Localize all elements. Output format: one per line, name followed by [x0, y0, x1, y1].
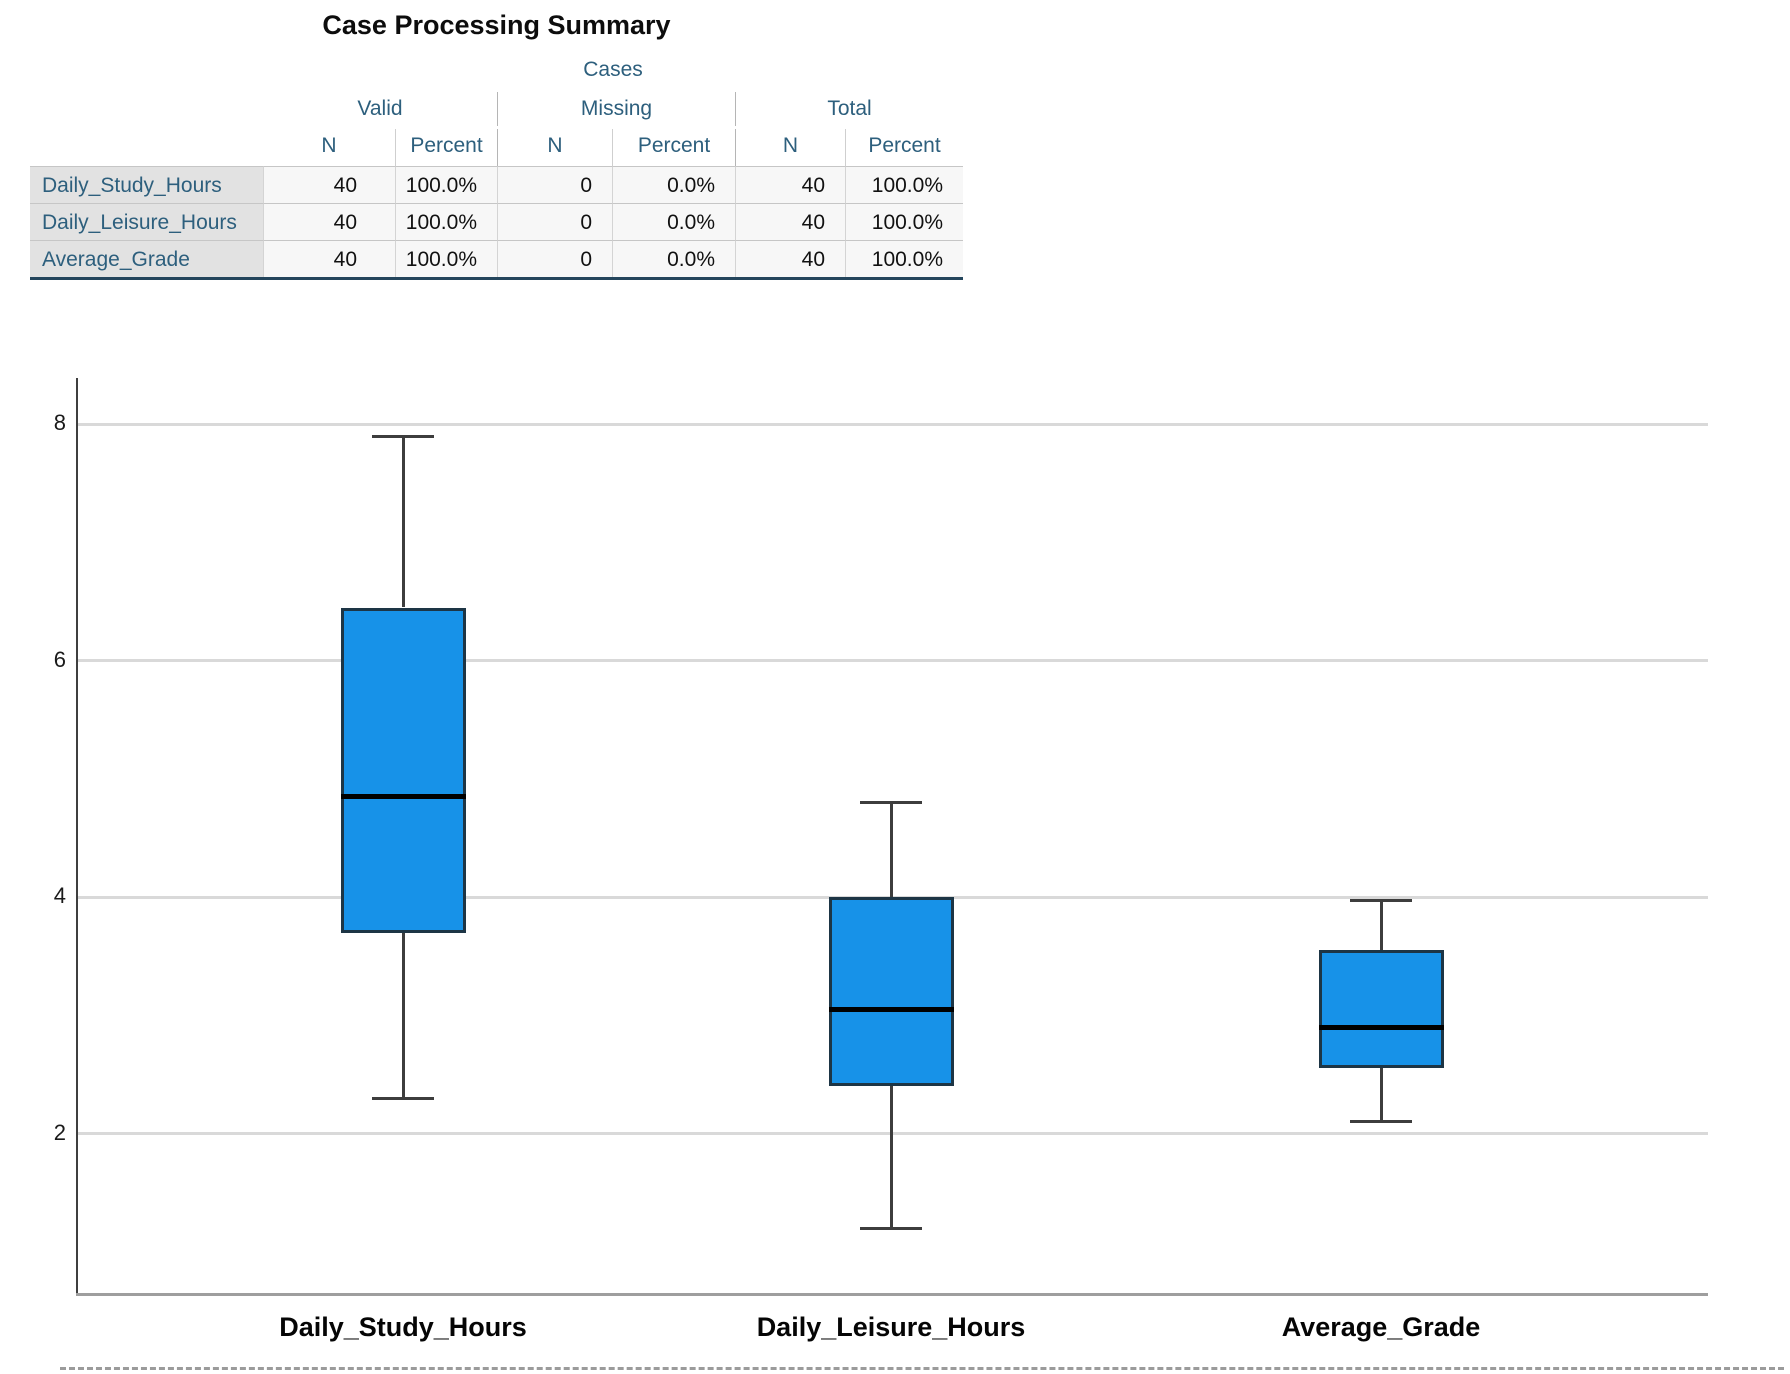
- column-group-missing: Missing: [497, 92, 735, 126]
- output-selection-border: [60, 1367, 1784, 1370]
- iqr-box-Daily_Leisure_Hours: [828, 897, 954, 1087]
- column-header-total-percent: Percent: [845, 129, 963, 170]
- table-cell: 100.0%: [395, 240, 497, 277]
- whisker-cap-top: [1350, 899, 1412, 903]
- column-header-missing-n: N: [497, 129, 612, 170]
- column-header-total-n: N: [735, 129, 845, 170]
- table-cell: 40: [735, 166, 845, 203]
- table-cell: 0.0%: [612, 203, 735, 240]
- column-group-total: Total: [735, 92, 963, 126]
- x-category-label: Daily_Study_Hours: [279, 1312, 527, 1342]
- table-cell: 100.0%: [845, 166, 963, 203]
- whisker-top: [402, 436, 405, 608]
- table-cell: 0: [497, 203, 612, 240]
- median-line: [1318, 1024, 1444, 1030]
- gridline: [77, 422, 1708, 426]
- table-row-label: Daily_Leisure_Hours: [30, 203, 263, 240]
- x-category-label: Daily_Leisure_Hours: [756, 1312, 1026, 1342]
- table-cell: 40: [263, 166, 395, 203]
- whisker-top: [1380, 900, 1383, 951]
- table-cell: 0.0%: [612, 166, 735, 203]
- y-tick-label: 8: [53, 410, 66, 436]
- table-cell: 100.0%: [395, 203, 497, 240]
- whisker-bottom: [402, 932, 405, 1099]
- y-tick-label: 6: [53, 646, 66, 672]
- table-corner-cell: [30, 129, 263, 170]
- gridline: [77, 659, 1708, 663]
- x-category-label: Average_Grade: [1281, 1312, 1481, 1342]
- whisker-cap-bottom: [372, 1096, 434, 1100]
- median-line: [828, 1006, 954, 1012]
- table-row-label: Daily_Study_Hours: [30, 166, 263, 203]
- table-cell: 40: [263, 203, 395, 240]
- table-cell: 0: [497, 166, 612, 203]
- table-cell: 40: [735, 203, 845, 240]
- whisker-cap-bottom: [1350, 1120, 1412, 1124]
- whisker-bottom: [1380, 1068, 1383, 1122]
- column-group-valid: Valid: [357, 97, 403, 120]
- table-spanner-cases: Cases: [583, 58, 643, 81]
- table-corner-cell: [30, 92, 263, 126]
- y-axis-line: [76, 378, 78, 1296]
- table-cell: 100.0%: [395, 166, 497, 203]
- table-cell: 0.0%: [612, 240, 735, 277]
- y-tick-label: 4: [53, 883, 66, 909]
- whisker-cap-top: [372, 434, 434, 438]
- median-line: [340, 794, 466, 800]
- case-processing-table: Cases Valid Missing Total N Percent N Pe…: [30, 55, 963, 280]
- x-axis-line: [76, 1293, 1708, 1296]
- table-title: Case Processing Summary: [322, 10, 671, 40]
- column-header-missing-percent: Percent: [612, 129, 735, 170]
- column-header-valid-percent: Percent: [395, 129, 497, 170]
- table-cell: 100.0%: [845, 203, 963, 240]
- whisker-cap-bottom: [860, 1226, 922, 1230]
- table-row-label: Average_Grade: [30, 240, 263, 277]
- iqr-box-Average_Grade: [1318, 950, 1444, 1069]
- iqr-box-Daily_Study_Hours: [340, 607, 466, 933]
- whisker-bottom: [890, 1086, 893, 1229]
- whisker-cap-top: [860, 801, 922, 805]
- column-header-valid-n: N: [263, 129, 395, 170]
- table-corner-cell: [30, 55, 263, 85]
- table-cell: 40: [735, 240, 845, 277]
- table-cell: 0: [497, 240, 612, 277]
- table-cell: 40: [263, 240, 395, 277]
- table-cell: 100.0%: [845, 240, 963, 277]
- y-tick-label: 2: [53, 1119, 66, 1145]
- whisker-top: [890, 802, 893, 898]
